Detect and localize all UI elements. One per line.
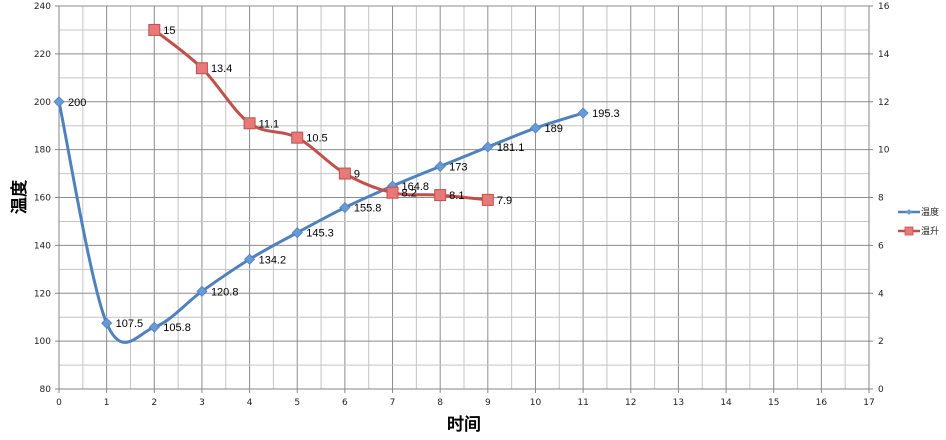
data-label: 107.5	[116, 318, 144, 330]
square-marker-icon	[434, 189, 447, 202]
x-tick-label: 14	[720, 398, 732, 408]
data-label: 105.8	[163, 322, 191, 334]
diamond-marker-icon	[148, 321, 160, 333]
data-label: 8.2	[402, 188, 417, 200]
data-label: 120.8	[211, 286, 239, 298]
data-label: 164.8	[402, 181, 430, 193]
square-marker-icon	[481, 193, 494, 206]
data-labels: 200 107.5 105.8 120.8 134.2 145.3 155.8 164.8 17…	[68, 25, 620, 334]
x-tick-label: 5	[294, 398, 300, 408]
x-tick-label: 3	[199, 398, 205, 408]
diamond-marker-icon	[529, 122, 542, 134]
x-tick-label: 13	[673, 398, 684, 408]
diamond-marker-icon	[291, 227, 303, 239]
diamond-marker-icon	[434, 160, 446, 172]
diamond-marker-icon	[339, 201, 351, 214]
x-tick-label: 1	[104, 398, 110, 408]
square-marker-icon	[148, 23, 161, 36]
data-label: 155.8	[354, 203, 382, 215]
x-tick-label: 17	[863, 398, 874, 408]
data-label: 145.3	[306, 228, 334, 240]
x-tick-label: 8	[437, 398, 443, 408]
data-label: 173	[449, 161, 467, 173]
x-tick-label: 7	[390, 398, 396, 408]
legend-label: 温升	[921, 226, 939, 237]
y-tick-label: 80	[40, 385, 52, 395]
square-marker-icon	[386, 186, 399, 199]
y2-tick-label: 6	[878, 241, 884, 251]
y2-tick-label: 4	[878, 289, 884, 299]
y2-tick-label: 14	[878, 50, 890, 60]
diamond-marker-icon	[53, 96, 65, 108]
gridlines	[58, 5, 870, 390]
x-tick-label: 12	[625, 398, 636, 408]
data-label: 181.1	[497, 142, 525, 154]
y-tick-label: 120	[34, 289, 51, 299]
data-label: 134.2	[259, 254, 287, 266]
data-label: 9	[354, 169, 360, 181]
y2-tick-label: 16	[878, 2, 890, 12]
axes: 0 1 2 3 4 5 6 7 8 9 10 11 12 13 14 15 16 1780100120140160…	[34, 2, 890, 408]
y-tick-label: 180	[34, 146, 51, 156]
y-tick-label: 240	[34, 2, 51, 12]
x-tick-label: 10	[530, 398, 542, 408]
data-label: 10.5	[306, 133, 327, 145]
x-tick-label: 2	[151, 398, 157, 408]
diamond-marker-icon	[906, 209, 912, 215]
x-tick-label: 0	[56, 398, 62, 408]
data-label: 195.3	[592, 108, 620, 120]
data-label: 15	[163, 25, 175, 37]
data-label: 7.9	[497, 195, 512, 207]
x-tick-label: 15	[768, 398, 779, 408]
square-marker-icon	[291, 131, 304, 144]
diamond-marker-icon	[482, 141, 494, 153]
legend-item-temperature: 温度	[898, 206, 939, 218]
x-tick-label: 4	[247, 398, 253, 408]
diamond-marker-icon	[101, 317, 113, 329]
x-tick-label: 6	[342, 398, 348, 408]
square-marker-icon	[338, 167, 351, 180]
y2-tick-label: 12	[878, 98, 889, 108]
data-label: 13.4	[211, 63, 232, 75]
diamond-marker-icon	[577, 107, 589, 119]
data-label: 189	[544, 123, 562, 135]
y2-tick-label: 0	[878, 385, 884, 395]
y-axis-title: 温度	[9, 179, 30, 214]
legend-item-temperature-rise: 温升	[898, 226, 939, 237]
y-tick-label: 220	[34, 50, 51, 60]
data-label: 200	[68, 97, 86, 109]
y-tick-label: 200	[34, 98, 51, 108]
square-marker-icon	[243, 117, 256, 130]
y-tick-label: 100	[34, 337, 51, 347]
diamond-marker-icon	[244, 253, 256, 265]
y-tick-label: 140	[34, 241, 51, 251]
x-tick-label: 16	[816, 398, 828, 408]
series-layer	[53, 23, 589, 344]
data-label: 11.1	[259, 118, 280, 130]
y2-tick-label: 8	[878, 194, 884, 204]
x-tick-label: 11	[577, 398, 588, 408]
diamond-marker-icon	[196, 285, 208, 297]
x-axis-title: 时间	[447, 414, 481, 435]
y-tick-label: 160	[34, 194, 51, 204]
data-label: 8.1	[449, 190, 464, 202]
y2-tick-label: 2	[878, 337, 884, 347]
legend-label: 温度	[921, 206, 939, 218]
y2-tick-label: 10	[878, 146, 890, 156]
square-marker-icon	[904, 226, 914, 236]
legend: 温度 温升	[898, 206, 939, 237]
square-marker-icon	[195, 62, 208, 75]
x-tick-label: 9	[485, 398, 491, 408]
